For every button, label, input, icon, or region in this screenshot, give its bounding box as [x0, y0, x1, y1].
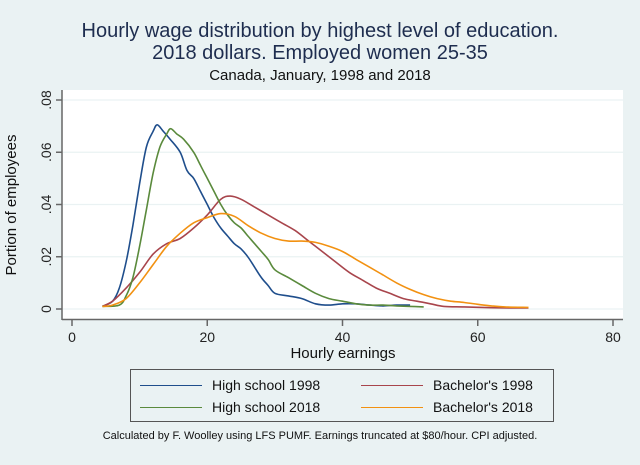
y-tick-label: 0: [38, 305, 54, 313]
x-axis-ticks: 0 20 40 60 80: [68, 320, 621, 345]
y-tick-label: .04: [38, 195, 54, 215]
series-line-high-school-2018: [102, 127, 424, 308]
legend-item-high-school-1998: High school 1998: [140, 375, 320, 395]
legend-swatch: [361, 384, 423, 386]
chart-title-line1: Hourly wage distribution by highest leve…: [81, 20, 559, 42]
legend-item-high-school-2018: High school 2018: [140, 397, 320, 417]
legend-label: High school 2018: [212, 399, 321, 415]
y-tick-label: .02: [38, 247, 54, 267]
y-tick-label: .06: [38, 142, 54, 162]
x-tick-label: 20: [199, 329, 215, 345]
y-axis-title: Portion of employees: [3, 135, 20, 276]
x-tick-label: 0: [68, 329, 76, 345]
footnote: Calculated by F. Woolley using LFS PUMF.…: [102, 430, 538, 442]
legend-swatch: [361, 406, 423, 408]
legend-item-bachelors-2018: Bachelor's 2018: [361, 397, 533, 417]
x-axis-title: Hourly earnings: [290, 345, 395, 362]
legend-label: Bachelor's 2018: [433, 399, 533, 415]
y-tick-label: .08: [38, 90, 54, 110]
data-series: [102, 124, 529, 309]
legend: High school 1998 Bachelor's 1998 High sc…: [130, 369, 554, 422]
legend-item-bachelors-1998: Bachelor's 1998: [361, 375, 533, 395]
chart-subtitle: Canada, January, 1998 and 2018: [209, 67, 431, 84]
legend-swatch: [140, 406, 202, 408]
series-line-high-school-1998: [102, 124, 411, 308]
legend-label: Bachelor's 1998: [433, 377, 533, 393]
series-line-bachelor-s-2018: [102, 212, 529, 309]
legend-label: High school 1998: [212, 377, 321, 393]
series-line-bachelor-s-1998: [102, 195, 529, 309]
y-axis-ticks: 0 .02 .04 .06 .08: [38, 90, 62, 313]
legend-swatch: [140, 384, 202, 386]
x-tick-label: 40: [335, 329, 351, 345]
gridlines: [63, 99, 623, 310]
x-tick-label: 60: [470, 329, 486, 345]
x-tick-label: 80: [605, 329, 621, 345]
chart-title-line2: 2018 dollars. Employed women 25-35: [152, 42, 488, 64]
